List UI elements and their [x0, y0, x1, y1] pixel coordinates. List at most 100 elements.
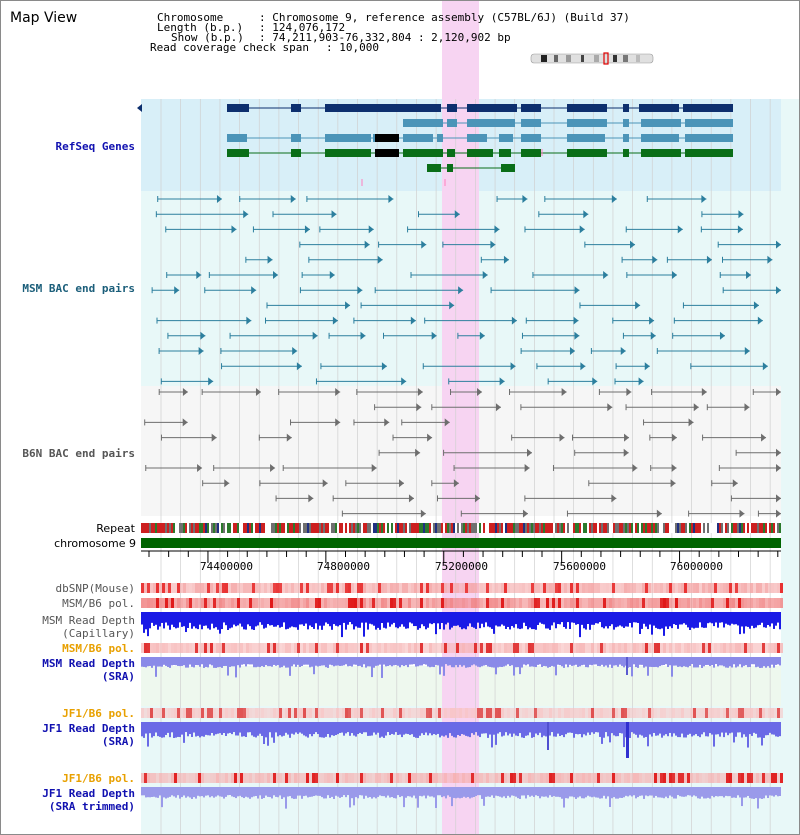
jf1-pol-density — [462, 708, 465, 718]
msm-bac-label[interactable]: MSM BAC end pairs — [22, 282, 135, 295]
jf1-pol-trimmed-density — [474, 773, 477, 783]
msm-pol-density — [528, 598, 531, 608]
jf1-sra-depth — [255, 722, 257, 738]
jf1-sra-depth — [229, 722, 231, 733]
msm-pol-density — [516, 598, 519, 608]
jf1-trimmed-depth — [369, 787, 371, 798]
msm-sra-depth — [723, 657, 725, 667]
msm-sra-depth — [487, 657, 489, 667]
msm-pol-sra-density — [312, 643, 315, 653]
repeat-element — [453, 523, 455, 533]
refseq-genes-label[interactable]: RefSeq Genes — [55, 140, 135, 153]
gene-exon — [375, 149, 399, 157]
msm-pol-density — [582, 598, 585, 608]
jf1-pol-trimmed-density — [159, 773, 162, 783]
jf1-sra-depth — [401, 722, 403, 738]
msm-sra-depth — [365, 657, 367, 668]
jf1-pol-trimmed-density — [426, 773, 429, 783]
msm-sra-depth — [519, 657, 521, 675]
dbsnp-density — [252, 583, 255, 593]
jf1-pol-density — [453, 708, 456, 718]
msm-pol-density — [492, 598, 495, 608]
msm-capillary-depth — [201, 612, 203, 630]
b6n-bac-pair — [607, 403, 613, 412]
gene-exon — [641, 134, 679, 142]
dbsnp-density — [702, 583, 705, 593]
jf1-pol-trimmed-density — [207, 773, 210, 783]
msm-pol-sra-density — [555, 643, 558, 653]
msm-pol-sra-density — [420, 643, 423, 653]
msm-pol-sra-density — [696, 643, 699, 653]
msm-pol-density — [144, 598, 147, 608]
msm-capillary-depth — [717, 612, 719, 628]
chromosome-value: : Chromosome 9, reference assembly (C57B… — [259, 11, 630, 24]
jf1-pol-density — [720, 708, 723, 718]
msm-pol-sra-density — [651, 643, 654, 653]
dbsnp-density — [243, 583, 246, 593]
jf1-pol-density — [300, 708, 303, 718]
dbsnp-density — [294, 583, 297, 593]
msm-sra-depth — [257, 657, 259, 667]
jf1-sra-depth — [663, 722, 665, 736]
msm-sra-depth — [395, 657, 397, 666]
b6n-bac-pair — [732, 479, 738, 488]
msm-capillary-depth — [183, 612, 185, 627]
dbsnp-density — [555, 583, 558, 593]
jf1-sra-depth — [537, 722, 539, 736]
msm-sra-depth — [775, 657, 777, 665]
msm-capillary-depth — [559, 612, 561, 625]
msm-bac-pair — [357, 286, 363, 295]
jf1-sra-depth — [383, 722, 385, 738]
repeat-element — [371, 523, 373, 533]
msm-pol-sra-density — [525, 643, 528, 653]
repeat-element — [231, 523, 233, 533]
jf1-trimmed-depth — [753, 787, 755, 799]
jf1-pol-trimmed-density — [633, 773, 636, 783]
jf1-trimmed-depth — [303, 787, 305, 797]
b6n-bac-label[interactable]: B6N BAC end pairs — [22, 447, 135, 460]
jf1-pol-trimmed-density — [594, 773, 597, 783]
dbsnp-density — [276, 583, 279, 593]
jf1-pol-trimmed-density — [585, 773, 588, 783]
msm-capillary-depth — [733, 612, 735, 625]
repeat-element — [399, 523, 401, 533]
msm-capillary-depth — [699, 612, 701, 623]
jf1-pol-density — [771, 708, 774, 718]
msm-pol-sra-density — [690, 643, 693, 653]
jf1-sra-depth — [499, 722, 501, 733]
gene-exon — [447, 119, 457, 127]
msm-bac-pair — [603, 271, 609, 279]
jf1-pol-trimmed-density — [441, 773, 444, 783]
msm-capillary-depth — [245, 612, 247, 630]
jf1-sra-depth — [763, 722, 765, 738]
msm-pol-sra-density — [228, 643, 231, 653]
msm-capillary-depth — [459, 612, 461, 628]
jf1-trimmed-depth — [631, 787, 633, 797]
msm-sra-depth — [499, 657, 501, 667]
msm-sra-depth — [145, 657, 147, 668]
msm-capillary-depth — [299, 612, 301, 625]
msm-pol-density — [309, 598, 312, 608]
msm-capillary-depth — [177, 612, 179, 628]
msm-capillary-depth — [335, 612, 337, 626]
msm-capillary-depth — [415, 612, 417, 627]
msm-pol-density — [318, 598, 321, 608]
msm-pol-sra-density — [231, 643, 234, 653]
chromosome-label: chromosome 9 — [54, 537, 136, 550]
msm-sra-depth — [593, 657, 595, 665]
repeat-element — [267, 523, 269, 533]
repeat-element — [725, 523, 727, 533]
msm-pol-density — [387, 598, 390, 608]
repeat-element — [543, 523, 545, 533]
msm-pol-density — [222, 598, 225, 608]
msm-pol-sra-density — [732, 643, 735, 653]
jf1-pol-density — [630, 708, 633, 718]
msm-capillary-depth — [515, 612, 517, 625]
repeat-element — [359, 523, 361, 533]
jf1-trimmed-depth — [381, 787, 383, 797]
jf1-pol-trimmed-density — [216, 773, 219, 783]
jf1-sra-depth — [771, 722, 773, 735]
dbsnp-density — [576, 583, 579, 593]
jf1-sra-depth — [213, 722, 215, 736]
